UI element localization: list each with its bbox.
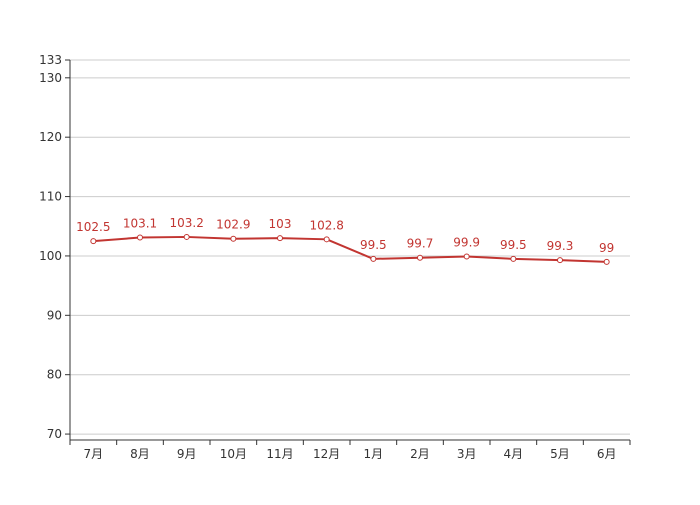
data-label: 99.5	[360, 238, 387, 252]
x-tick-label: 8月	[130, 447, 150, 461]
y-tick-label: 100	[39, 249, 62, 263]
data-label: 99.5	[500, 238, 527, 252]
data-label: 103.1	[123, 217, 157, 231]
data-label: 99.9	[453, 236, 480, 250]
y-tick-label: 80	[47, 368, 62, 382]
x-tick-label: 11月	[266, 447, 293, 461]
y-tick-label: 90	[47, 308, 62, 322]
data-point	[90, 238, 97, 245]
data-point	[417, 254, 423, 261]
x-tick-label: 6月	[597, 447, 617, 461]
y-tick-label: 133	[39, 53, 62, 67]
data-point	[183, 233, 190, 240]
axis-layer: 70 80 90 100 110 120 130 133 7月 8月 9月 10月 11月 12月 1月 2月…	[39, 53, 631, 461]
x-tick-label: 9月	[177, 447, 197, 461]
x-tick-label: 2月	[410, 447, 430, 461]
x-tick-label: 4月	[504, 447, 524, 461]
y-tick-label: 70	[47, 427, 62, 441]
data-point	[603, 258, 610, 265]
x-tick-label: 5月	[550, 447, 570, 461]
y-tick-label: 110	[39, 190, 62, 204]
data-point	[370, 255, 377, 262]
y-tick-label: 120	[39, 130, 62, 144]
data-point	[137, 234, 143, 241]
series-line	[93, 235, 607, 263]
data-label: 103	[269, 217, 292, 231]
x-tick-label: 12月	[313, 447, 340, 461]
data-label: 99.3	[547, 239, 574, 253]
x-tick-label: 10月	[220, 447, 247, 461]
label-layer: 102.5 103.1 103.2 102.9 103 102.8 99.5 99.7 99.9…	[76, 216, 614, 255]
series-layer	[90, 233, 610, 265]
data-point	[277, 235, 283, 242]
data-label: 102.8	[309, 218, 343, 232]
data-point	[463, 253, 470, 260]
data-point	[230, 235, 237, 242]
x-tick-label: 1月	[364, 447, 384, 461]
x-tick-label: 7月	[84, 447, 104, 461]
data-point	[510, 255, 517, 262]
data-point	[557, 257, 563, 264]
data-label: 103.2	[169, 216, 203, 230]
data-point	[323, 236, 330, 243]
grid-layer	[70, 59, 630, 435]
y-tick-label: 130	[39, 71, 62, 85]
data-label: 99.7	[407, 237, 434, 251]
x-tick-label: 3月	[457, 447, 477, 461]
data-label: 102.5	[76, 220, 110, 234]
data-label: 99	[599, 241, 614, 255]
data-label: 102.9	[216, 218, 250, 232]
